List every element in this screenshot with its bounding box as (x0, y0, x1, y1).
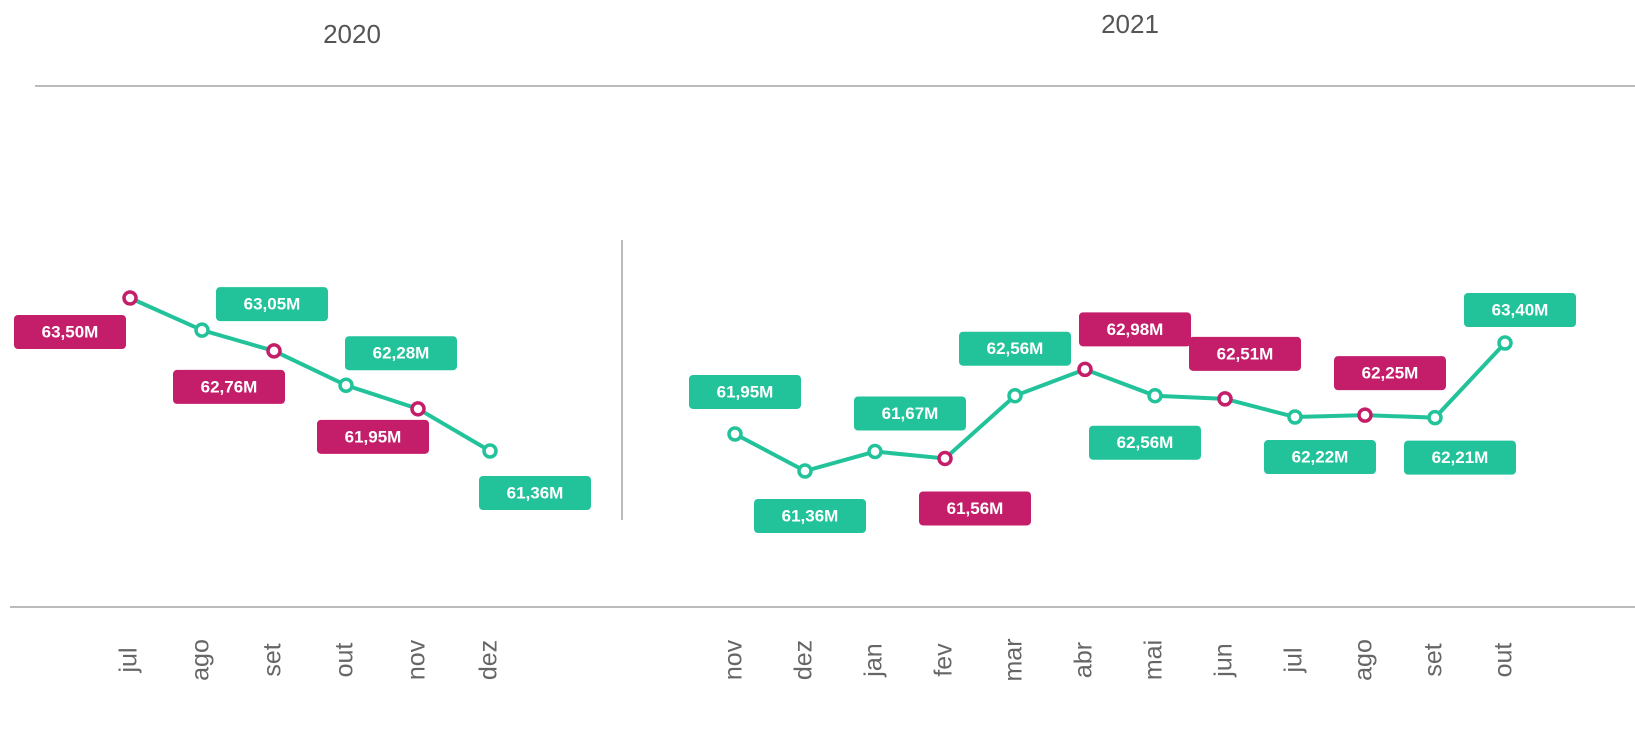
label-box (854, 396, 966, 431)
label-box (1079, 312, 1191, 347)
label-box (479, 476, 591, 510)
point (1077, 361, 1093, 378)
x-tick-label: fev (930, 643, 958, 677)
value-label: 63,40M (1492, 300, 1549, 319)
label-box (1404, 440, 1516, 475)
x-tick-label: jan (860, 643, 888, 677)
label-box (754, 499, 866, 533)
x-tick-label: set (1420, 643, 1448, 676)
x-tick-label: abr (1070, 642, 1098, 678)
point (1147, 387, 1163, 404)
point (1497, 335, 1513, 351)
x-tick-label: set (259, 643, 287, 676)
value-label: 62,28M (373, 344, 430, 363)
label-box (1334, 356, 1446, 391)
label-box (919, 491, 1031, 526)
x-tick-label: jul (1280, 647, 1308, 673)
label-box (1089, 425, 1201, 460)
value-label: 62,21M (1432, 448, 1489, 467)
point (1217, 391, 1233, 407)
value-label: 62,51M (1217, 344, 1274, 363)
point (1427, 409, 1443, 426)
label-box (216, 287, 328, 322)
point (122, 290, 138, 306)
line (129, 296, 492, 453)
value-label: 61,56M (947, 499, 1004, 518)
value-label: 62,76M (201, 377, 258, 396)
point (1357, 407, 1373, 423)
value-label: 61,67M (882, 404, 939, 423)
value-label: 61,95M (717, 382, 774, 401)
label-box (1464, 293, 1576, 327)
label-box (1189, 336, 1301, 371)
x-tick-label: dez (790, 640, 818, 680)
value-label: 61,36M (507, 483, 564, 502)
point (1007, 387, 1023, 404)
point (482, 443, 498, 459)
point (266, 343, 282, 359)
point (410, 401, 426, 417)
panel-title: 2020 (323, 19, 381, 49)
value-label: 61,36M (782, 506, 839, 525)
x-tick-label: out (331, 643, 359, 678)
x-tick-label: mai (1140, 640, 1168, 680)
x-tick-label: mar (1000, 638, 1028, 681)
point (937, 450, 953, 467)
point (194, 322, 210, 338)
x-tick-label: jun (1210, 643, 1238, 677)
label-box (173, 369, 285, 404)
label-box (317, 419, 429, 454)
label-box (959, 331, 1071, 366)
value-label: 63,05M (244, 295, 301, 314)
value-label: 62,56M (987, 339, 1044, 358)
value-label: 62,25M (1362, 364, 1419, 383)
point (727, 426, 743, 442)
value-label: 61,95M (345, 427, 402, 446)
value-label: 62,56M (1117, 433, 1174, 452)
line (734, 341, 1507, 474)
label-box (689, 374, 801, 409)
point (797, 463, 813, 479)
x-tick-label: nov (720, 639, 748, 680)
value-label: 62,98M (1107, 320, 1164, 339)
label-box (1264, 440, 1376, 475)
x-tick-label: out (1490, 643, 1518, 678)
value-label: 62,22M (1292, 448, 1349, 467)
value-label: 63,50M (42, 322, 99, 341)
x-tick-label: ago (1350, 639, 1378, 681)
point (867, 443, 883, 460)
point (338, 377, 354, 393)
label-box (345, 336, 457, 371)
x-tick-label: jul (115, 647, 143, 673)
x-tick-label: nov (403, 639, 431, 680)
panel-title: 2021 (1101, 9, 1159, 39)
x-tick-label: ago (187, 639, 215, 681)
point (1287, 409, 1303, 425)
label-box (14, 315, 126, 349)
x-tick-label: dez (475, 640, 503, 680)
